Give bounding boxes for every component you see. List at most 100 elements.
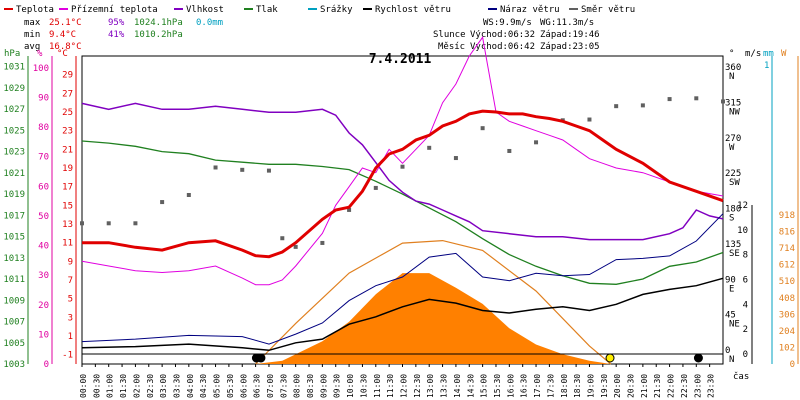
temp-tick-label: 13: [62, 220, 73, 230]
wm2-tick-label: 102: [779, 343, 795, 353]
x-tick-label: 13:00: [426, 374, 435, 398]
temp-tick-label: 1: [68, 332, 73, 342]
hpa-tick-label: 1019: [3, 190, 25, 200]
wind-direction-point: [106, 221, 111, 226]
pct-tick-label: 100: [33, 64, 49, 74]
hpa-tick-label: 1025: [3, 126, 25, 136]
legend-label: Náraz větru: [500, 5, 560, 15]
temperature-line: [82, 109, 724, 259]
stat-max-hum: 95%: [108, 18, 125, 28]
pct-tick-label: 30: [38, 271, 49, 281]
hpa-tick-label: 1021: [3, 169, 25, 179]
wm2-tick-label: 816: [779, 228, 795, 238]
wind-direction-point: [694, 96, 699, 101]
ms-tick-label: 8: [743, 251, 748, 261]
x-tick-label: 22:00: [667, 374, 676, 398]
pct-tick-label: 20: [38, 301, 49, 311]
temp-tick-label: 15: [62, 201, 73, 211]
x-tick-label: 18:00: [560, 374, 569, 398]
wind-direction-point: [293, 244, 298, 249]
dir-tick-label: S: [729, 214, 734, 224]
hpa-tick-label: 1007: [3, 318, 25, 328]
chart-title: 7.4.2011: [369, 52, 432, 67]
x-tick-label: 20:00: [613, 374, 622, 398]
legend-label: Rychlost větru: [375, 5, 451, 15]
temp-tick-label: 11: [62, 239, 73, 249]
legend-label: Přízemní teplota: [71, 5, 158, 15]
axis-label-time: čas: [733, 371, 749, 382]
wind-direction-point: [133, 221, 138, 226]
stat-max-rain: 0.0mm: [196, 18, 223, 28]
wm2-tick-label: 204: [779, 327, 795, 337]
dir-tick-label: 135: [725, 240, 741, 250]
x-tick-label: 04:00: [186, 374, 195, 398]
moon-rise: Východ:06:42: [470, 42, 535, 52]
legend-label: Srážky: [320, 5, 353, 15]
x-tick-label: 21:30: [653, 374, 662, 398]
axis-label-pct: %: [37, 49, 43, 59]
x-tick-label: 03:00: [159, 374, 168, 398]
temp-tick-label: 27: [62, 89, 73, 99]
x-tick-label: 08:00: [293, 374, 302, 398]
dir-tick-label: N: [729, 72, 734, 82]
wind-gust-info: WG:11.3m/s: [540, 18, 594, 28]
ms-tick-label: 6: [743, 276, 748, 286]
dir-tick-label: W: [729, 143, 735, 153]
x-tick-label: 21:00: [640, 374, 649, 398]
wind-direction-point: [186, 192, 191, 197]
stat-min-label: min: [24, 30, 40, 40]
pressure-line: [81, 140, 724, 285]
temp-tick-label: 9: [68, 257, 73, 267]
sunset-marker: [605, 353, 615, 363]
x-tick-label: 10:30: [359, 374, 368, 398]
hpa-tick-label: 1017: [3, 211, 25, 221]
plot-area: [80, 36, 725, 365]
ms-tick-label: 2: [743, 325, 748, 335]
temp-tick-label: 21: [62, 145, 73, 155]
hpa-tick-label: 1029: [3, 84, 25, 94]
dir-tick-label: 45: [725, 311, 736, 321]
x-tick-label: 05:00: [213, 374, 222, 398]
x-axis-ticks: 00:00 00:30 01:00 01:30 02:00 02:30 03:00 03:30…: [79, 364, 716, 398]
axis-label-dir: °: [729, 49, 734, 59]
dir-tick-label: N: [729, 355, 734, 365]
wind-gust-line: [81, 213, 724, 345]
moon-set: Západ:23:05: [540, 42, 600, 52]
legend-label: Vlhkost: [186, 5, 224, 15]
pct-tick-label: 60: [38, 182, 49, 192]
wind-direction-point: [347, 207, 352, 212]
x-tick-label: 19:30: [600, 374, 609, 398]
ground-temperature-line: [81, 36, 724, 286]
wm2-tick-label: 0: [790, 360, 795, 370]
pct-tick-label: 40: [38, 242, 49, 252]
legend-label: Směr větru: [581, 5, 635, 15]
stat-min-hum: 41%: [108, 30, 125, 40]
stat-max-temp: 25.1°C: [49, 18, 82, 28]
x-tick-label: 04:30: [199, 374, 208, 398]
wind-direction-point: [534, 140, 539, 145]
ms-tick-label: 10: [737, 226, 748, 236]
dir-tick-label: 360: [725, 63, 741, 73]
x-tick-label: 17:00: [533, 374, 542, 398]
x-tick-label: 14:30: [466, 374, 475, 398]
pct-tick-label: 50: [38, 212, 49, 222]
x-tick-label: 00:00: [79, 374, 88, 398]
wm2-tick-label: 714: [779, 244, 795, 254]
x-tick-label: 19:00: [586, 374, 595, 398]
x-tick-label: 11:00: [373, 374, 382, 398]
axes: 1031102910271025102310211019101710151013…: [3, 55, 799, 370]
wind-direction-point: [373, 185, 378, 190]
temp-tick-label: 3: [68, 313, 73, 323]
x-tick-label: 14:00: [453, 374, 462, 398]
wind-direction-point: [80, 221, 84, 226]
wm2-tick-label: 408: [779, 294, 795, 304]
wind-direction-point: [280, 236, 285, 241]
x-tick-label: 09:30: [333, 374, 342, 398]
dir-tick-label: NE: [729, 320, 740, 330]
wind-direction-point: [427, 145, 432, 150]
wind-direction-point: [320, 240, 325, 245]
humidity-line: [81, 102, 724, 241]
axis-unit-labels: hPa % °C ° m/s mm W čas: [4, 49, 787, 382]
wind-direction-point: [667, 97, 672, 102]
